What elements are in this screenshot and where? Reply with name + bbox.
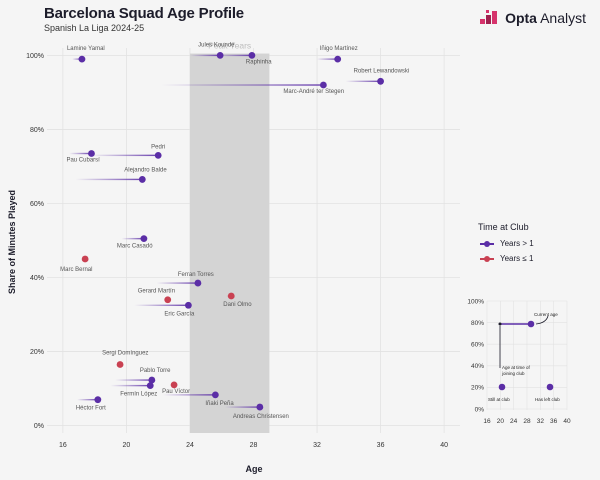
x-tick-label-20: 20 xyxy=(123,442,131,449)
tenure-line-fermin-lopez xyxy=(110,384,151,387)
player-dot-marc-andre-ter-stegen xyxy=(319,81,327,89)
tenure-line-raphinha xyxy=(213,54,252,57)
x-tick-label-24: 24 xyxy=(186,442,194,449)
tenure-line-jules-kounde xyxy=(189,54,221,57)
player-dot-lamine-yamal xyxy=(78,55,86,63)
player-label-robert-lewandowski: Robert Lewandowski xyxy=(354,68,410,74)
player-label-marc-andre-ter-stegen: Marc-André ter Stegen xyxy=(283,89,344,95)
player-dot-hector-fort xyxy=(94,396,102,404)
tenure-line-inigo-martinez xyxy=(317,58,338,60)
player-label-ferran-torres: Ferran Torres xyxy=(178,272,214,278)
player-label-dani-olmo: Dani Olmo xyxy=(223,302,252,308)
player-label-pau-victor: Pau Víctor xyxy=(162,389,190,395)
tenure-line-ferran-torres xyxy=(156,282,198,284)
player-dot-ferran-torres xyxy=(194,279,202,287)
player-dot-jules-kounde xyxy=(216,52,224,59)
x-tick-label-36: 36 xyxy=(377,442,385,449)
legend: Time at Club Years > 1 Years ≤ 1 xyxy=(478,222,534,269)
player-dot-inigo-martinez xyxy=(334,55,342,63)
player-dot-dani-olmo xyxy=(227,292,235,300)
player-dot-pablo-torre xyxy=(148,376,156,384)
player-label-pedri: Pedri xyxy=(151,144,165,150)
player-dot-inaki-pena xyxy=(211,391,219,399)
player-label-marc-casado: Marc Casadó xyxy=(117,244,153,250)
player-label-raphinha: Raphinha xyxy=(246,59,272,65)
tenure-line-hector-fort xyxy=(77,398,98,401)
player-label-hector-fort: Héctor Fort xyxy=(76,406,106,412)
tenure-line-inaki-pena xyxy=(162,394,216,396)
player-label-sergi-dominguez: Sergi Domínguez xyxy=(102,351,148,357)
player-dot-pau-victor xyxy=(170,381,178,389)
y-tick-label-0: 0% xyxy=(34,423,44,430)
player-label-alejandro-balde: Alejandro Balde xyxy=(124,167,167,173)
player-dot-marc-casado xyxy=(140,235,148,243)
tenure-line-eric-garcia xyxy=(134,304,189,306)
player-dot-eric-garcia xyxy=(184,301,192,309)
player-dot-sergi-dominguez xyxy=(116,361,124,368)
x-axis-title: Age xyxy=(245,464,262,474)
player-dot-robert-lewandowski xyxy=(377,77,384,85)
player-dot-pau-cubarsi xyxy=(88,150,95,157)
legend-label-long-tenure: Years > 1 xyxy=(500,239,534,248)
brand-bars-icon xyxy=(480,10,498,24)
player-label-pau-cubarsi: Pau Cubarsí xyxy=(66,158,100,164)
tenure-line-marc-andre-ter-stegen xyxy=(161,84,324,86)
player-dot-pedri xyxy=(154,151,162,159)
player-dot-marc-bernal xyxy=(81,255,89,263)
y-tick-label-80: 80% xyxy=(30,127,44,134)
tenure-line-andreas-christensen xyxy=(224,406,260,408)
player-label-andreas-christensen: Andreas Christensen xyxy=(233,414,289,420)
x-tick-label-16: 16 xyxy=(59,442,67,449)
player-dot-raphinha xyxy=(248,52,256,59)
tenure-line-robert-lewandowski xyxy=(345,80,381,83)
legend-item-short-tenure: Years ≤ 1 xyxy=(480,254,534,263)
player-dot-alejandro-balde xyxy=(138,176,146,183)
player-label-eric-garcia: Eric García xyxy=(164,311,195,317)
player-label-marc-bernal: Marc Bernal xyxy=(60,267,92,273)
legend-label-short-tenure: Years ≤ 1 xyxy=(500,254,534,263)
player-dot-gerard-martin xyxy=(164,296,172,304)
player-label-gerard-martin: Gerard Martín xyxy=(138,289,175,295)
x-tick-label-32: 32 xyxy=(313,442,321,449)
legend-title: Time at Club xyxy=(478,222,529,232)
legend-item-long-tenure: Years > 1 xyxy=(480,239,534,248)
player-label-fermin-lopez: Fermín López xyxy=(120,392,157,398)
x-tick-label-28: 28 xyxy=(250,442,258,449)
player-label-inaki-pena: Iñaki Peña xyxy=(205,401,234,407)
tenure-line-pedri xyxy=(91,154,159,157)
y-tick-label-40: 40% xyxy=(30,275,44,282)
tenure-line-pau-cubarsi xyxy=(69,152,92,155)
y-tick-label-20: 20% xyxy=(30,349,44,356)
tenure-line-pablo-torre xyxy=(115,379,152,381)
tenure-line-lamine-yamal xyxy=(72,58,82,60)
player-dot-fermin-lopez xyxy=(146,382,154,390)
player-label-lamine-yamal: Lamine Yamal xyxy=(67,46,105,52)
opta-analyst-logo: Opta Analyst xyxy=(479,9,586,27)
player-label-jules-kounde: Jules Koundé xyxy=(198,42,235,48)
chart-subtitle: Spanish La Liga 2024-25 xyxy=(44,23,145,33)
brand-opta: Opta xyxy=(505,10,537,26)
tenure-line-marc-casado xyxy=(121,237,144,240)
tenure-line-alejandro-balde xyxy=(75,178,143,181)
peak-years-label: Peak Years xyxy=(208,41,251,51)
y-axis-title: Share of Minutes Played xyxy=(7,190,17,294)
player-label-pablo-torre: Pablo Torre xyxy=(140,368,171,374)
x-tick-label-40: 40 xyxy=(440,442,448,449)
y-tick-label-60: 60% xyxy=(30,201,44,208)
player-label-inigo-martinez: Iñigo Martínez xyxy=(320,46,358,52)
peak-years-band xyxy=(189,53,270,433)
chart-title: Barcelona Squad Age Profile xyxy=(44,5,244,22)
player-dot-andreas-christensen xyxy=(256,403,264,411)
y-tick-label-100: 100% xyxy=(26,53,44,60)
brand-analyst: Analyst xyxy=(536,10,586,26)
